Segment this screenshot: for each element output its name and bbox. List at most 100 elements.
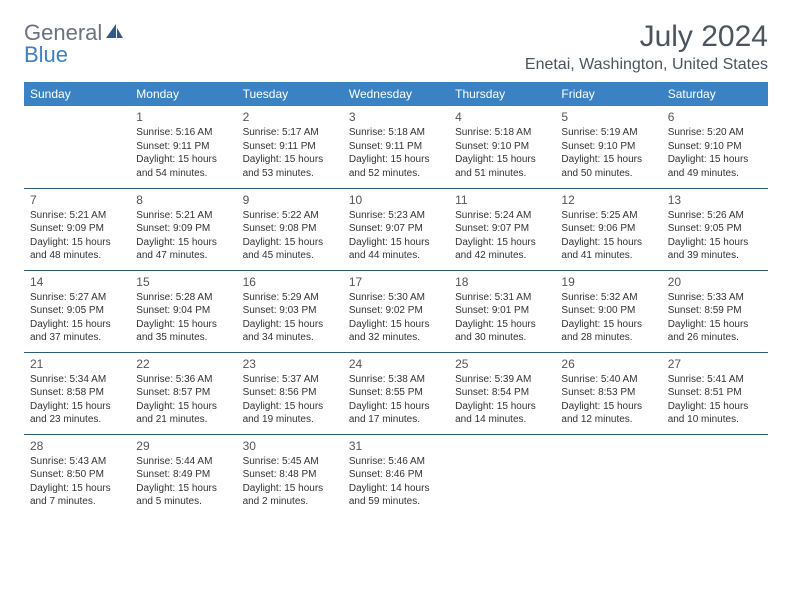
day-number: 5 (561, 110, 655, 124)
day-number: 1 (136, 110, 230, 124)
day-info: Sunrise: 5:45 AMSunset: 8:48 PMDaylight:… (243, 455, 337, 509)
month-title: July 2024 (525, 20, 768, 54)
calendar-head: SundayMondayTuesdayWednesdayThursdayFrid… (24, 82, 768, 106)
day-number: 20 (668, 275, 762, 289)
day-number: 28 (30, 439, 124, 453)
calendar-day-cell: 13 Sunrise: 5:26 AMSunset: 9:05 PMDayligh… (662, 188, 768, 270)
day-info: Sunrise: 5:31 AMSunset: 9:01 PMDaylight:… (455, 291, 549, 345)
calendar-week-row: 1 Sunrise: 5:16 AMSunset: 9:11 PMDaylight… (24, 106, 768, 188)
calendar-day-cell: 6 Sunrise: 5:20 AMSunset: 9:10 PMDaylight… (662, 106, 768, 188)
day-info: Sunrise: 5:25 AMSunset: 9:06 PMDaylight:… (561, 209, 655, 263)
calendar-day-cell: 25 Sunrise: 5:39 AMSunset: 8:54 PMDayligh… (449, 352, 555, 434)
day-number: 14 (30, 275, 124, 289)
day-info: Sunrise: 5:22 AMSunset: 9:08 PMDaylight:… (243, 209, 337, 263)
weekday-header: Thursday (449, 82, 555, 106)
day-info: Sunrise: 5:18 AMSunset: 9:11 PMDaylight:… (349, 126, 443, 180)
day-info: Sunrise: 5:17 AMSunset: 9:11 PMDaylight:… (243, 126, 337, 180)
calendar-day-cell: 16Sunrise: 5:29 AMSunset: 9:03 PMDayligh… (237, 270, 343, 352)
day-number: 4 (455, 110, 549, 124)
calendar-week-row: 7 Sunrise: 5:21 AMSunset: 9:09 PMDaylight… (24, 188, 768, 270)
calendar-day-cell: 30Sunrise: 5:45 AMSunset: 8:48 PMDayligh… (237, 434, 343, 516)
day-info: Sunrise: 5:36 AMSunset: 8:57 PMDaylight:… (136, 373, 230, 427)
weekday-header: Wednesday (343, 82, 449, 106)
day-number: 19 (561, 275, 655, 289)
calendar-week-row: 14 Sunrise: 5:27 AMSunset: 9:05 PMDayligh… (24, 270, 768, 352)
day-info: Sunrise: 5:18 AMSunset: 9:10 PMDaylight:… (455, 126, 549, 180)
calendar-day-cell (449, 434, 555, 516)
day-number: 23 (243, 357, 337, 371)
day-number: 24 (349, 357, 443, 371)
day-info: Sunrise: 5:43 AMSunset: 8:50 PMDaylight:… (30, 455, 124, 509)
calendar-day-cell: 24 Sunrise: 5:38 AMSunset: 8:55 PMDayligh… (343, 352, 449, 434)
day-number: 27 (668, 357, 762, 371)
calendar-day-cell (24, 106, 130, 188)
day-info: Sunrise: 5:40 AMSunset: 8:53 PMDaylight:… (561, 373, 655, 427)
day-number: 9 (243, 193, 337, 207)
weekday-header: Saturday (662, 82, 768, 106)
calendar-day-cell: 20 Sunrise: 5:33 AMSunset: 8:59 PMDayligh… (662, 270, 768, 352)
day-info: Sunrise: 5:44 AMSunset: 8:49 PMDaylight:… (136, 455, 230, 509)
day-info: Sunrise: 5:21 AMSunset: 9:09 PMDaylight:… (30, 209, 124, 263)
calendar-day-cell: 19Sunrise: 5:32 AMSunset: 9:00 PMDayligh… (555, 270, 661, 352)
day-info: Sunrise: 5:19 AMSunset: 9:10 PMDaylight:… (561, 126, 655, 180)
calendar-week-row: 21Sunrise: 5:34 AMSunset: 8:58 PMDayligh… (24, 352, 768, 434)
calendar-day-cell: 10 Sunrise: 5:23 AMSunset: 9:07 PMDayligh… (343, 188, 449, 270)
day-info: Sunrise: 5:20 AMSunset: 9:10 PMDaylight:… (668, 126, 762, 180)
day-info: Sunrise: 5:37 AMSunset: 8:56 PMDaylight:… (243, 373, 337, 427)
day-number: 6 (668, 110, 762, 124)
day-number: 16 (243, 275, 337, 289)
day-number: 13 (668, 193, 762, 207)
day-number: 31 (349, 439, 443, 453)
calendar-day-cell: 1 Sunrise: 5:16 AMSunset: 9:11 PMDaylight… (130, 106, 236, 188)
day-info: Sunrise: 5:30 AMSunset: 9:02 PMDaylight:… (349, 291, 443, 345)
weekday-header: Sunday (24, 82, 130, 106)
calendar-day-cell: 17Sunrise: 5:30 AMSunset: 9:02 PMDayligh… (343, 270, 449, 352)
calendar-day-cell: 5 Sunrise: 5:19 AMSunset: 9:10 PMDaylight… (555, 106, 661, 188)
calendar-day-cell: 26Sunrise: 5:40 AMSunset: 8:53 PMDayligh… (555, 352, 661, 434)
calendar-day-cell: 15Sunrise: 5:28 AMSunset: 9:04 PMDayligh… (130, 270, 236, 352)
day-info: Sunrise: 5:26 AMSunset: 9:05 PMDaylight:… (668, 209, 762, 263)
calendar-day-cell: 23 Sunrise: 5:37 AMSunset: 8:56 PMDayligh… (237, 352, 343, 434)
day-info: Sunrise: 5:16 AMSunset: 9:11 PMDaylight:… (136, 126, 230, 180)
day-number: 8 (136, 193, 230, 207)
calendar-day-cell (555, 434, 661, 516)
weekday-header: Tuesday (237, 82, 343, 106)
calendar-day-cell: 31Sunrise: 5:46 AMSunset: 8:46 PMDayligh… (343, 434, 449, 516)
calendar-day-cell: 2 Sunrise: 5:17 AMSunset: 9:11 PMDaylight… (237, 106, 343, 188)
day-number: 7 (30, 193, 124, 207)
calendar-day-cell (662, 434, 768, 516)
calendar-day-cell: 9 Sunrise: 5:22 AMSunset: 9:08 PMDaylight… (237, 188, 343, 270)
calendar-day-cell: 21Sunrise: 5:34 AMSunset: 8:58 PMDayligh… (24, 352, 130, 434)
day-number: 21 (30, 357, 124, 371)
title-block: July 2024 Enetai, Washington, United Sta… (525, 20, 768, 74)
day-number: 2 (243, 110, 337, 124)
day-number: 25 (455, 357, 549, 371)
day-info: Sunrise: 5:27 AMSunset: 9:05 PMDaylight:… (30, 291, 124, 345)
weekday-header: Friday (555, 82, 661, 106)
calendar-day-cell: 18 Sunrise: 5:31 AMSunset: 9:01 PMDayligh… (449, 270, 555, 352)
header: General July 2024 Enetai, Washington, Un… (24, 20, 768, 74)
day-number: 18 (455, 275, 549, 289)
logo-sail-icon (104, 20, 124, 46)
calendar-day-cell: 4 Sunrise: 5:18 AMSunset: 9:10 PMDaylight… (449, 106, 555, 188)
calendar-day-cell: 7 Sunrise: 5:21 AMSunset: 9:09 PMDaylight… (24, 188, 130, 270)
day-number: 3 (349, 110, 443, 124)
day-number: 12 (561, 193, 655, 207)
calendar-day-cell: 8 Sunrise: 5:21 AMSunset: 9:09 PMDaylight… (130, 188, 236, 270)
day-number: 11 (455, 193, 549, 207)
calendar-day-cell: 29Sunrise: 5:44 AMSunset: 8:49 PMDayligh… (130, 434, 236, 516)
calendar-day-cell: 11Sunrise: 5:24 AMSunset: 9:07 PMDayligh… (449, 188, 555, 270)
calendar-day-cell: 28 Sunrise: 5:43 AMSunset: 8:50 PMDayligh… (24, 434, 130, 516)
day-info: Sunrise: 5:38 AMSunset: 8:55 PMDaylight:… (349, 373, 443, 427)
day-number: 10 (349, 193, 443, 207)
weekday-header: Monday (130, 82, 236, 106)
day-info: Sunrise: 5:39 AMSunset: 8:54 PMDaylight:… (455, 373, 549, 427)
day-info: Sunrise: 5:23 AMSunset: 9:07 PMDaylight:… (349, 209, 443, 263)
day-info: Sunrise: 5:21 AMSunset: 9:09 PMDaylight:… (136, 209, 230, 263)
day-info: Sunrise: 5:33 AMSunset: 8:59 PMDaylight:… (668, 291, 762, 345)
day-info: Sunrise: 5:28 AMSunset: 9:04 PMDaylight:… (136, 291, 230, 345)
calendar-day-cell: 14 Sunrise: 5:27 AMSunset: 9:05 PMDayligh… (24, 270, 130, 352)
calendar-day-cell: 22Sunrise: 5:36 AMSunset: 8:57 PMDayligh… (130, 352, 236, 434)
logo-text-2: Blue (24, 42, 68, 68)
calendar-day-cell: 12 Sunrise: 5:25 AMSunset: 9:06 PMDayligh… (555, 188, 661, 270)
